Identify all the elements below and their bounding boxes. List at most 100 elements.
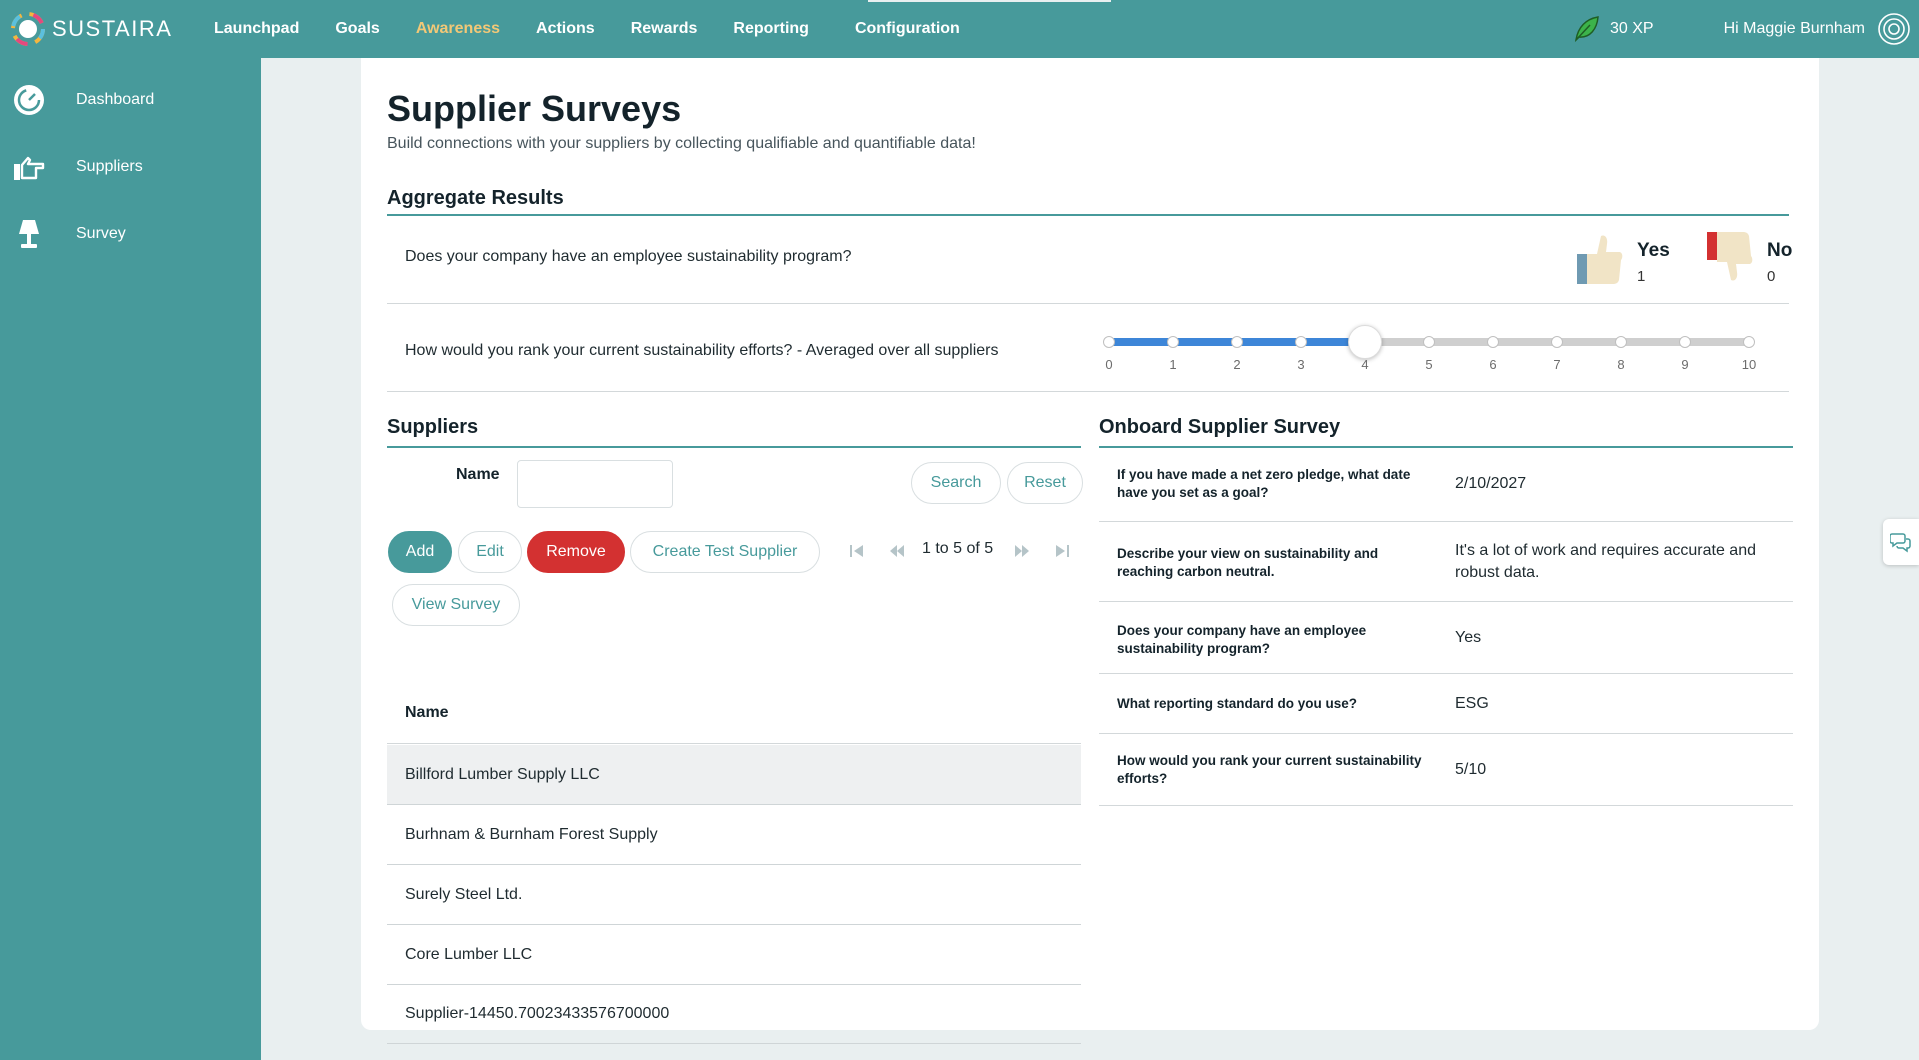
sidebar: Dashboard Suppliers Survey bbox=[0, 58, 261, 1060]
user-area: 30 XP Hi Maggie Burnham bbox=[1570, 0, 1919, 58]
chat-launcher[interactable] bbox=[1883, 519, 1919, 565]
slider-step-dot bbox=[1167, 336, 1179, 348]
section-divider bbox=[387, 214, 1789, 216]
no-label: No bbox=[1767, 240, 1793, 261]
slider-tick-label: 7 bbox=[1553, 357, 1561, 372]
survey-answer: 5/10 bbox=[1455, 761, 1487, 778]
section-divider bbox=[387, 446, 1081, 448]
column-header-name[interactable]: Name bbox=[405, 704, 449, 721]
survey-answer: Yes bbox=[1455, 629, 1482, 646]
slider-tick-label: 2 bbox=[1233, 357, 1241, 372]
no-count: 0 bbox=[1767, 268, 1776, 285]
profile-icon[interactable] bbox=[1877, 12, 1911, 46]
survey-answer: ESG bbox=[1455, 695, 1489, 712]
slider-tick-label: 9 bbox=[1681, 357, 1689, 372]
nav-awareness[interactable]: Awareness bbox=[415, 20, 501, 37]
table-row[interactable]: Core Lumber LLC bbox=[387, 925, 1081, 985]
survey-question: How would you rank your current sustaina… bbox=[1117, 753, 1422, 786]
pager-status: 1 to 5 of 5 bbox=[922, 540, 994, 557]
nav-goals[interactable]: Goals bbox=[335, 20, 380, 37]
sidebar-item-survey[interactable]: Survey bbox=[0, 200, 261, 267]
slider-step-dot bbox=[1615, 336, 1627, 348]
slider-step-dot bbox=[1295, 336, 1307, 348]
nav-configuration[interactable]: Configuration bbox=[854, 20, 960, 37]
table-row[interactable]: Billford Lumber Supply LLC bbox=[387, 745, 1081, 805]
sidebar-label-dashboard: Dashboard bbox=[76, 90, 155, 108]
survey-question: Describe your view on sustainability and… bbox=[1117, 546, 1379, 579]
lamp-icon bbox=[19, 219, 39, 248]
first-page-icon[interactable] bbox=[848, 542, 866, 560]
reset-button[interactable]: Reset bbox=[1007, 462, 1083, 504]
yes-count: 1 bbox=[1637, 268, 1646, 285]
search-button[interactable]: Search bbox=[911, 462, 1001, 504]
create-test-supplier-button[interactable]: Create Test Supplier bbox=[630, 531, 820, 573]
slider-step-dot bbox=[1679, 336, 1691, 348]
supplier-name: Supplier-14450.70023433576700000 bbox=[405, 1005, 670, 1022]
app-name: SUSTAIRA bbox=[52, 16, 173, 41]
slider-tick-label: 6 bbox=[1489, 357, 1497, 372]
nav-reporting[interactable]: Reporting bbox=[733, 20, 809, 37]
next-page-icon[interactable] bbox=[1013, 542, 1031, 560]
supplier-name: Burhnam & Burnham Forest Supply bbox=[405, 826, 658, 843]
thumbs-down-icon bbox=[1707, 232, 1753, 281]
page-title: Supplier Surveys bbox=[387, 88, 682, 129]
survey-question: What reporting standard do you use? bbox=[1117, 696, 1358, 711]
xp-value: 30 XP bbox=[1610, 20, 1654, 37]
view-survey-button[interactable]: View Survey bbox=[392, 584, 520, 626]
last-page-icon[interactable] bbox=[1053, 542, 1071, 560]
aggregate-rank-question: How would you rank your current sustaina… bbox=[387, 304, 1789, 392]
slider-tick-label: 4 bbox=[1361, 357, 1369, 372]
leaf-icon bbox=[1574, 16, 1599, 43]
no-votes: No 0 bbox=[1705, 230, 1792, 286]
sidebar-item-suppliers[interactable]: Suppliers bbox=[0, 133, 261, 200]
sustaira-logo-icon bbox=[11, 12, 45, 46]
section-divider bbox=[1099, 446, 1793, 448]
name-filter-input[interactable] bbox=[517, 460, 673, 508]
survey-question: Does your company have an employee susta… bbox=[1117, 623, 1367, 656]
nav-active-indicator bbox=[868, 0, 1111, 2]
survey-answer-row: What reporting standard do you use? ESG bbox=[1099, 674, 1793, 734]
sidebar-item-dashboard[interactable]: Dashboard bbox=[0, 66, 261, 133]
user-greeting[interactable]: Hi Maggie Burnham bbox=[1723, 20, 1865, 37]
table-row[interactable]: Surely Steel Ltd. bbox=[387, 865, 1081, 925]
slider-step-dot bbox=[1103, 336, 1115, 348]
slider-step-dot bbox=[1551, 336, 1563, 348]
slider-step-dot bbox=[1743, 336, 1755, 348]
suppliers-grid-header: Name bbox=[387, 698, 1081, 744]
table-row[interactable]: Supplier-14450.70023433576700000 bbox=[387, 984, 1081, 1044]
sidebar-label-suppliers: Suppliers bbox=[76, 157, 143, 175]
nav-launchpad[interactable]: Launchpad bbox=[214, 20, 300, 37]
supplier-name: Core Lumber LLC bbox=[405, 946, 533, 963]
name-filter-label: Name bbox=[456, 466, 500, 483]
nav-actions[interactable]: Actions bbox=[536, 20, 595, 37]
yes-label: Yes bbox=[1637, 240, 1670, 261]
question-text: How would you rank your current sustaina… bbox=[405, 342, 999, 359]
nav-rewards[interactable]: Rewards bbox=[630, 20, 698, 37]
table-row[interactable]: Burhnam & Burnham Forest Supply bbox=[387, 805, 1081, 865]
sidebar-label-survey: Survey bbox=[76, 224, 126, 242]
question-text: Does your company have an employee susta… bbox=[405, 248, 852, 265]
slider-tick-label: 0 bbox=[1105, 357, 1113, 372]
thumbs-up-icon bbox=[1577, 235, 1623, 284]
xp-counter[interactable]: 30 XP bbox=[1570, 13, 1654, 45]
slider-handle[interactable] bbox=[1348, 325, 1382, 359]
add-button[interactable]: Add bbox=[388, 531, 452, 573]
survey-answer-row: Does your company have an employee susta… bbox=[1099, 602, 1793, 674]
previous-page-icon[interactable] bbox=[888, 542, 906, 560]
survey-answer: It's a lot of work and requires accurate… bbox=[1455, 542, 1756, 581]
slider-step-dot bbox=[1487, 336, 1499, 348]
survey-question: If you have made a net zero pledge, what… bbox=[1117, 467, 1411, 500]
page-subtitle: Build connections with your suppliers by… bbox=[387, 135, 976, 152]
remove-button[interactable]: Remove bbox=[527, 531, 625, 573]
rank-slider[interactable]: 0 1 2 3 4 5 6 7 8 9 10 bbox=[1103, 314, 1759, 374]
main-nav: Launchpad Goals Awareness Actions Reward… bbox=[214, 0, 996, 58]
edit-button[interactable]: Edit bbox=[458, 531, 522, 573]
top-navbar: SUSTAIRA Launchpad Goals Awareness Actio… bbox=[0, 0, 1919, 58]
chat-bubbles-icon bbox=[1890, 533, 1911, 553]
app-logo[interactable]: SUSTAIRA bbox=[10, 11, 190, 47]
survey-answer: 2/10/2027 bbox=[1455, 475, 1527, 492]
onboard-survey-title: Onboard Supplier Survey bbox=[1099, 416, 1341, 438]
aggregate-yes-no-question: Does your company have an employee susta… bbox=[387, 216, 1792, 304]
slider-step-dot bbox=[1423, 336, 1435, 348]
slider-tick-label: 3 bbox=[1297, 357, 1305, 372]
